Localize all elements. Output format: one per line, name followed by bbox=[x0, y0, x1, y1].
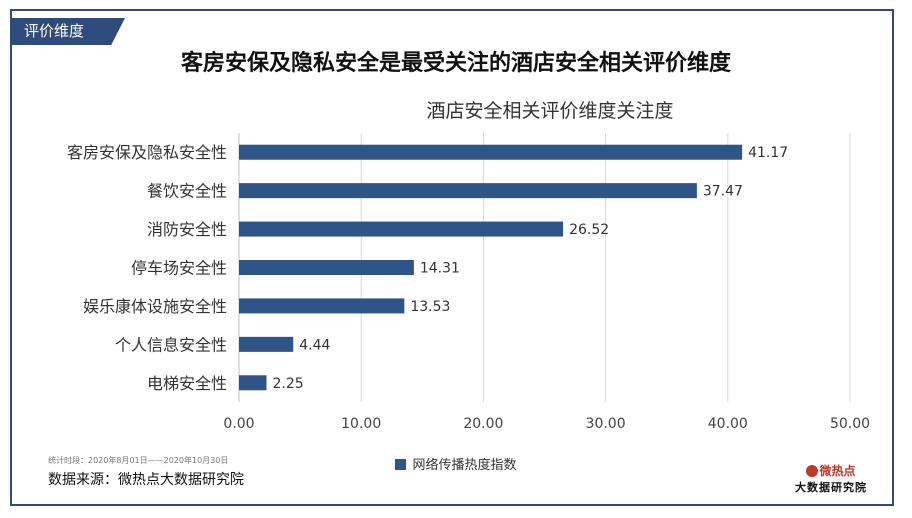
data-label: 41.17 bbox=[748, 145, 788, 161]
category-label: 停车场安全性 bbox=[131, 259, 227, 278]
bar bbox=[239, 375, 267, 391]
category-label: 消防安全性 bbox=[147, 220, 227, 239]
bar bbox=[239, 298, 405, 314]
bar bbox=[239, 260, 414, 275]
page-headline: 客房安保及隐私安全是最受关注的酒店安全相关评价维度 bbox=[180, 51, 731, 76]
x-tick-label: 10.00 bbox=[341, 416, 381, 432]
legend-label: 网络传播热度指数 bbox=[412, 458, 517, 473]
category-label: 客房安保及隐私安全性 bbox=[67, 143, 227, 162]
eye-icon bbox=[806, 465, 819, 477]
category-label: 个人信息安全性 bbox=[115, 335, 227, 354]
data-label: 14.31 bbox=[420, 261, 460, 277]
data-label: 2.25 bbox=[272, 376, 303, 392]
legend-swatch bbox=[395, 459, 407, 470]
outer-frame bbox=[10, 9, 894, 506]
data-source: 数据来源：微热点大数据研究院 bbox=[48, 472, 244, 488]
chart-title: 酒店安全相关评价维度关注度 bbox=[426, 100, 674, 122]
x-tick-label: 30.00 bbox=[586, 416, 626, 432]
data-label: 4.44 bbox=[299, 337, 330, 353]
x-tick-label: 20.00 bbox=[463, 416, 503, 432]
logo-top-text: 微热点 bbox=[819, 464, 856, 478]
logo-bottom-text: 大数据研究院 bbox=[795, 481, 867, 494]
category-label: 娱乐康体设施安全性 bbox=[83, 297, 227, 316]
data-label: 26.52 bbox=[569, 222, 609, 238]
x-tick-label: 50.00 bbox=[830, 416, 870, 432]
x-tick-label: 40.00 bbox=[708, 416, 748, 432]
logo-top: 微热点 bbox=[786, 462, 876, 479]
category-label: 餐饮安全性 bbox=[147, 182, 227, 201]
bar bbox=[239, 336, 294, 352]
bar bbox=[239, 183, 697, 199]
data-label: 13.53 bbox=[410, 299, 450, 315]
period-note: 统计时段：2020年8月01日——2020年10月30日 bbox=[48, 456, 229, 465]
x-tick-label: 0.00 bbox=[223, 416, 254, 432]
category-label: 电梯安全性 bbox=[147, 374, 227, 393]
chart-legend: 网络传播热度指数 bbox=[0, 454, 912, 473]
publisher-logo: 微热点 大数据研究院 bbox=[786, 462, 876, 495]
bar bbox=[239, 144, 743, 160]
section-tag: 评价维度 bbox=[10, 18, 125, 45]
data-label: 37.47 bbox=[703, 184, 743, 200]
bar bbox=[239, 221, 564, 237]
